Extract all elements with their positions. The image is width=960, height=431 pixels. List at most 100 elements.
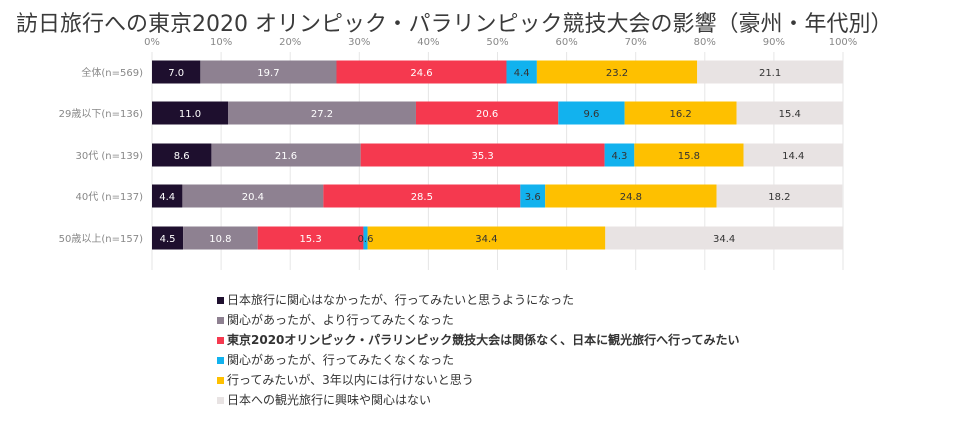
data-label: 15.4 <box>779 109 801 120</box>
bar-segment <box>152 101 229 125</box>
legend-label: 行ってみたいが、3年以内には行けないと思う <box>227 373 474 387</box>
bar-segment <box>736 101 843 125</box>
legend-item: 日本旅行に関心はなかったが、行ってみたいと思うようになった <box>217 290 740 310</box>
bar-segment <box>228 101 416 125</box>
data-label: 4.5 <box>160 234 176 245</box>
stacked-bar-chart: 0% 10% 20% 30% 40% 50% 60% 70% 80% 90% 100% 全体(n=5… <box>59 37 857 270</box>
data-label: 34.4 <box>475 234 497 245</box>
data-label: 27.2 <box>311 109 333 120</box>
bar-segment <box>743 143 843 167</box>
data-label: 20.4 <box>242 192 264 203</box>
bar-segment <box>200 60 337 84</box>
data-label: 16.2 <box>669 109 691 120</box>
chart-title: 訪日旅行への東京2020 オリンピック・パラリンピック競技大会の影響（豪州・年代… <box>16 12 893 37</box>
data-label: 3.6 <box>525 192 541 203</box>
bar-segment <box>182 184 324 208</box>
x-tick-label: 60% <box>555 37 577 48</box>
x-tick-label: 0% <box>144 37 160 48</box>
category-label: 全体(n=569) <box>81 66 143 79</box>
bar-segment <box>545 184 717 208</box>
bar-segment <box>367 226 606 250</box>
data-label: 8.6 <box>174 151 190 162</box>
legend-label: 東京2020オリンピック・パラリンピック競技大会は関係なく、日本に観光旅行へ行っ… <box>227 333 740 347</box>
data-label: 34.4 <box>713 234 735 245</box>
data-label: 21.6 <box>275 151 297 162</box>
bar-segment <box>506 60 537 84</box>
bar-segment <box>716 184 843 208</box>
bar-segment <box>152 184 183 208</box>
data-label: 0.6 <box>358 234 374 245</box>
data-label: 4.4 <box>514 68 530 79</box>
legend-item: 関心があったが、より行ってみたくなった <box>217 310 740 330</box>
data-label: 7.0 <box>168 68 184 79</box>
bar-segment <box>634 143 744 167</box>
legend-swatch <box>217 316 224 324</box>
data-label: 4.3 <box>612 151 628 162</box>
bars <box>152 60 843 250</box>
x-tick-label: 30% <box>348 37 370 48</box>
legend-label: 関心があったが、行ってみたくなくなった <box>227 353 455 367</box>
category-label: 50歳以上(n=157) <box>59 233 143 245</box>
bar-segment <box>363 226 368 250</box>
data-label: 23.2 <box>606 68 628 79</box>
bar-segment <box>604 143 635 167</box>
x-tick-label: 50% <box>486 37 508 48</box>
legend-swatch <box>217 336 224 344</box>
legend-label: 日本への観光旅行に興味や関心はない <box>227 393 432 407</box>
bar-segment <box>536 60 698 84</box>
bar-segment <box>697 60 843 84</box>
data-label: 18.2 <box>768 192 790 203</box>
data-label: 10.8 <box>209 234 231 245</box>
legend-item: 関心があったが、行ってみたくなくなった <box>217 350 740 370</box>
bar-segment <box>336 60 507 84</box>
category-label: 30代 (n=139) <box>75 150 143 162</box>
x-tick-label: 70% <box>625 37 647 48</box>
data-label: 28.5 <box>411 192 433 203</box>
legend: 日本旅行に関心はなかったが、行ってみたいと思うようになった関心があったが、より行… <box>217 290 740 410</box>
data-label: 4.4 <box>159 192 175 203</box>
data-label: 15.8 <box>678 151 700 162</box>
data-labels: 7.0 19.7 24.6 4.4 23.2 21.1 11.0 27.2 20.6 9.6 16.… <box>159 68 804 245</box>
x-tick-label: 100% <box>829 37 858 48</box>
data-label: 15.3 <box>299 234 321 245</box>
data-label: 24.8 <box>620 192 642 203</box>
legend-item: 日本への観光旅行に興味や関心はない <box>217 390 740 410</box>
legend-swatch <box>217 376 224 384</box>
bar-segment <box>520 184 546 208</box>
data-label: 9.6 <box>584 109 600 120</box>
legend-item: 東京2020オリンピック・パラリンピック競技大会は関係なく、日本に観光旅行へ行っ… <box>217 330 740 350</box>
x-axis-ticks: 0% 10% 20% 30% 40% 50% 60% 70% 80% 90% 100% <box>144 37 857 48</box>
bar-segment <box>624 101 737 125</box>
bar-segment <box>323 184 521 208</box>
data-label: 19.7 <box>257 68 279 79</box>
legend-swatch <box>217 296 224 304</box>
bar-segment <box>558 101 625 125</box>
bar-segment <box>360 143 605 167</box>
x-tick-label: 40% <box>417 37 439 48</box>
bar-segment <box>605 226 843 250</box>
bar-segment <box>211 143 361 167</box>
bar-segment <box>183 226 258 250</box>
bar-segment <box>152 143 212 167</box>
data-label: 35.3 <box>472 151 494 162</box>
x-tick-label: 90% <box>763 37 785 48</box>
bar-segment <box>152 60 201 84</box>
x-tick-label: 20% <box>279 37 301 48</box>
category-labels: 全体(n=569) 29歳以下(n=136) 30代 (n=139) 40代 (n=1… <box>59 66 143 245</box>
x-tick-label: 80% <box>694 37 716 48</box>
legend-label: 日本旅行に関心はなかったが、行ってみたいと思うようになった <box>227 293 575 307</box>
x-tick-label: 10% <box>210 37 232 48</box>
category-label: 29歳以下(n=136) <box>59 108 143 120</box>
data-label: 21.1 <box>759 68 781 79</box>
data-label: 14.4 <box>782 151 804 162</box>
data-label: 20.6 <box>476 109 498 120</box>
bar-segment <box>415 101 559 125</box>
legend-swatch <box>217 356 224 364</box>
bar-segment <box>257 226 364 250</box>
category-label: 40代 (n=137) <box>75 191 143 203</box>
legend-swatch <box>217 396 224 404</box>
legend-item: 行ってみたいが、3年以内には行けないと思う <box>217 370 740 390</box>
data-label: 11.0 <box>179 109 201 120</box>
bar-segment <box>152 226 184 250</box>
data-label: 24.6 <box>410 68 432 79</box>
